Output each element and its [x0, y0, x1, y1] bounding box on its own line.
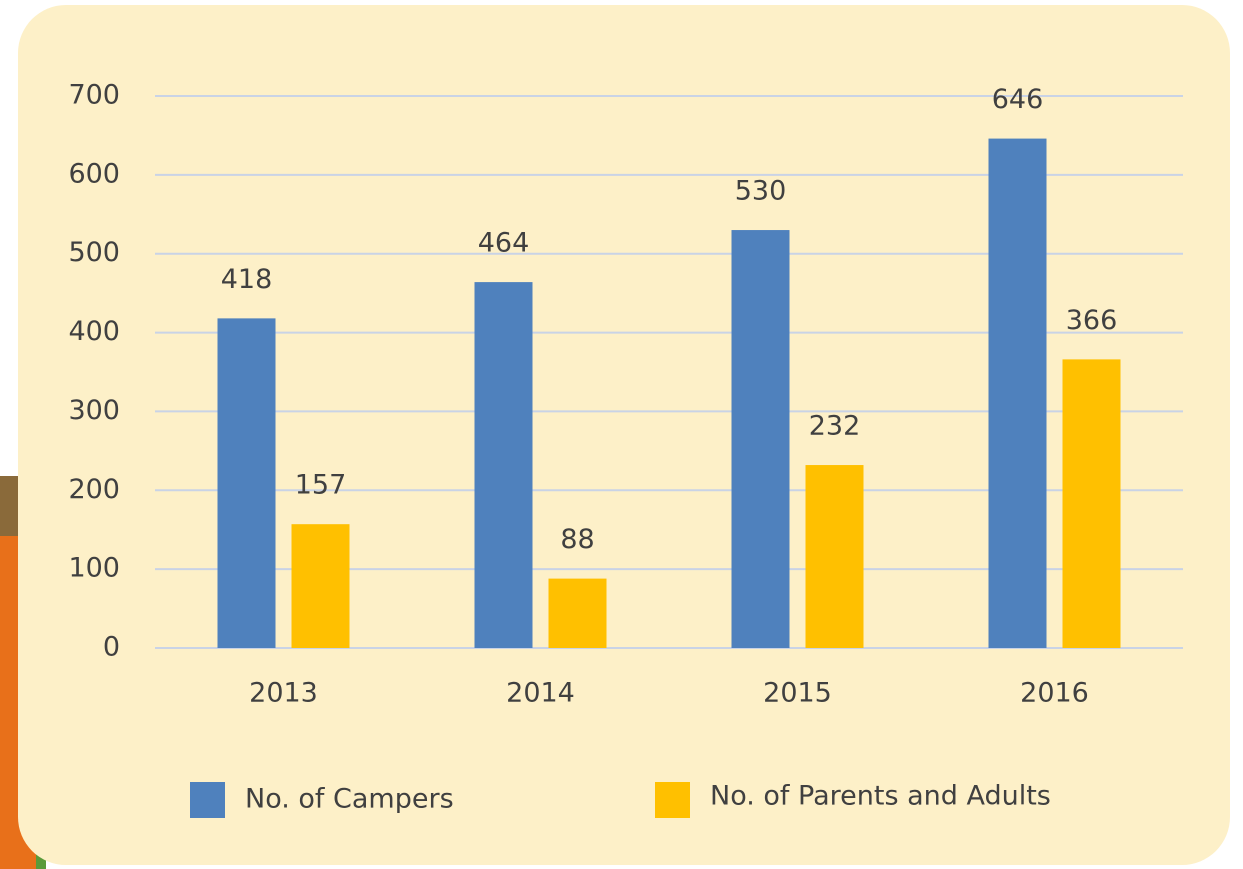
y-tick-label: 600 — [68, 158, 120, 189]
y-tick-label: 700 — [68, 80, 120, 111]
data-label: 646 — [992, 84, 1044, 115]
data-label: 157 — [295, 470, 347, 501]
data-label: 418 — [221, 264, 273, 295]
page: 0 100 200 300 400 500 600 700 2013 418 157 2014 464 8… — [0, 0, 1243, 869]
legend-swatch — [190, 782, 225, 818]
data-label: 464 — [478, 228, 530, 259]
bar — [292, 524, 350, 648]
x-tick-label: 2013 — [249, 678, 318, 709]
chart: 0 100 200 300 400 500 600 700 2013 418 157 2014 464 8… — [0, 0, 1243, 869]
bar — [549, 579, 607, 648]
bar — [989, 139, 1047, 648]
data-label: 88 — [560, 524, 594, 555]
chart-panel — [18, 5, 1230, 865]
data-label: 366 — [1066, 305, 1118, 336]
bar — [475, 282, 533, 648]
bar — [732, 230, 790, 648]
x-tick-label: 2015 — [763, 678, 832, 709]
y-tick-label: 400 — [68, 316, 120, 347]
y-tick-label: 0 — [103, 632, 120, 663]
legend-label: No. of Campers — [245, 784, 454, 815]
y-tick-label: 200 — [68, 474, 120, 505]
y-tick-label: 500 — [68, 237, 120, 268]
legend-label: No. of Parents and Adults — [710, 781, 1051, 812]
x-tick-label: 2016 — [1020, 678, 1089, 709]
y-tick-label: 300 — [68, 395, 120, 426]
legend-swatch — [655, 782, 690, 818]
x-tick-label: 2014 — [506, 678, 575, 709]
bar — [218, 318, 276, 648]
data-label: 232 — [809, 411, 861, 442]
bar — [806, 465, 864, 648]
data-label: 530 — [735, 176, 787, 207]
bar — [1063, 359, 1121, 648]
y-tick-label: 100 — [68, 553, 120, 584]
